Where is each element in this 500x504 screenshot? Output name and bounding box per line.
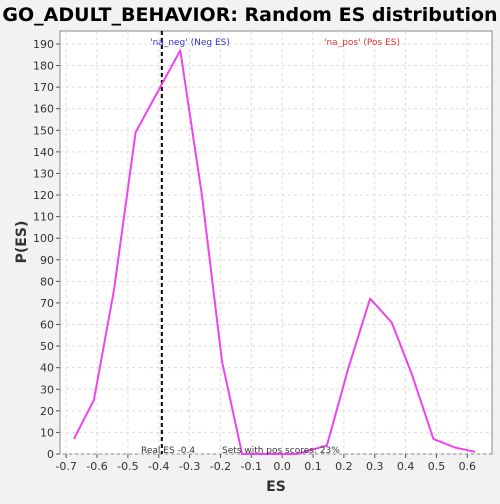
x-axis-label: ES	[266, 479, 286, 495]
neg-es-label: 'na_neg' (Neg ES)	[150, 38, 230, 48]
y-tick-label: 110	[33, 211, 54, 224]
y-tick-label: 180	[33, 60, 54, 73]
es-distribution-line	[73, 49, 476, 455]
y-tick-label: 140	[33, 146, 54, 159]
pos-es-label: 'na_pos' (Pos ES)	[324, 38, 400, 48]
x-tick-label: -0.4	[148, 460, 169, 473]
x-tick-label: -0.3	[179, 460, 200, 473]
axis-layer: 0 10 20 30 40 50 60 70 80 90 100 110 120 130 140 150 160…	[33, 38, 476, 473]
series-layer	[73, 31, 476, 455]
y-tick-label: 50	[40, 340, 54, 353]
x-tick-label: 0.1	[304, 460, 322, 473]
y-tick-label: 10	[40, 426, 54, 439]
y-axis-label: P(ES)	[14, 221, 30, 264]
y-tick-label: 150	[33, 124, 54, 137]
y-tick-label: 90	[40, 254, 54, 267]
x-tick-label: 0.0	[273, 460, 291, 473]
y-tick-label: 20	[40, 405, 54, 418]
x-tick-label: -0.6	[86, 460, 107, 473]
real-es-label: Real ES -0.4	[141, 446, 195, 456]
y-tick-label: 60	[40, 319, 54, 332]
x-tick-label: -0.1	[241, 460, 262, 473]
annotation-layer: 'na_neg' (Neg ES) 'na_pos' (Pos ES) Real…	[141, 38, 400, 456]
y-tick-label: 120	[33, 189, 54, 202]
y-tick-label: 160	[33, 103, 54, 116]
x-tick-label: -0.2	[210, 460, 231, 473]
y-tick-label: 130	[33, 167, 54, 180]
x-tick-label: 0.6	[459, 460, 477, 473]
y-tick-label: 190	[33, 38, 54, 51]
chart-title: GO_ADULT_BEHAVIOR: Random ES distributio…	[2, 4, 497, 26]
plot-area	[59, 30, 493, 455]
y-tick-label: 0	[47, 448, 54, 461]
y-tick-label: 100	[33, 232, 54, 245]
y-tick-label: 70	[40, 297, 54, 310]
x-tick-label: -0.5	[117, 460, 138, 473]
y-tick-label: 170	[33, 81, 54, 94]
x-tick-label: -0.7	[55, 460, 76, 473]
y-tick-label: 40	[40, 362, 54, 375]
y-tick-label: 30	[40, 383, 54, 396]
y-tick-label: 80	[40, 275, 54, 288]
grid-layer	[60, 31, 492, 455]
pos-scores-label: Sets with pos scores: 23%	[222, 446, 340, 456]
x-tick-label: 0.5	[428, 460, 446, 473]
x-tick-label: 0.3	[366, 460, 384, 473]
x-tick-label: 0.2	[335, 460, 353, 473]
x-tick-label: 0.4	[397, 460, 415, 473]
